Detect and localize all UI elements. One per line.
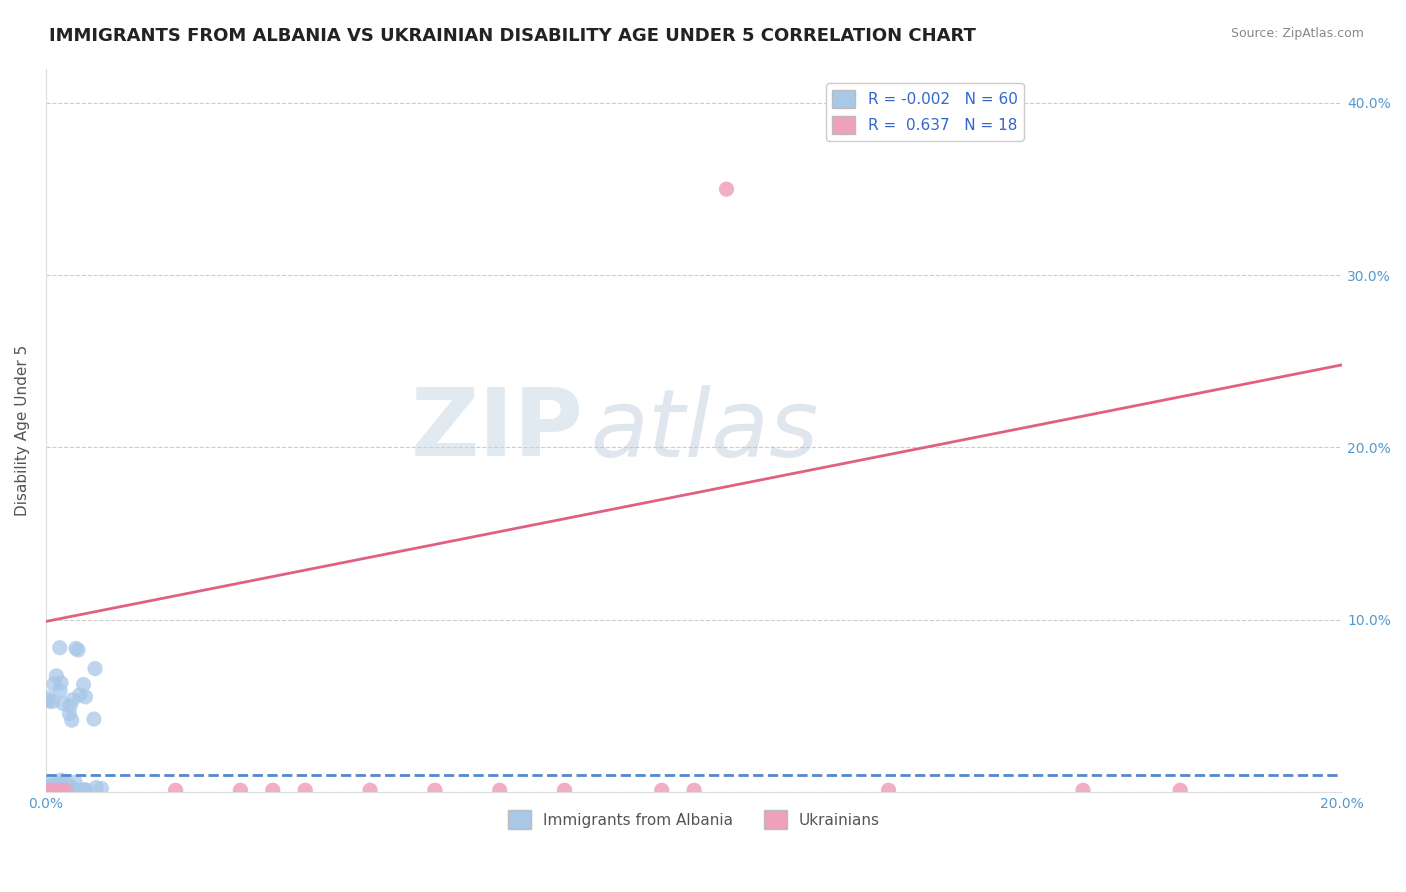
Point [59, 698, 82, 713]
Point [683, 783, 706, 797]
Point [45, 669, 67, 683]
Point [84, 662, 107, 676]
Point [55, 783, 77, 797]
Point [359, 783, 381, 797]
Point [58, 706, 80, 721]
Point [48, 782, 70, 797]
Point [38, 783, 60, 797]
Point [58, 781, 80, 796]
Point [488, 783, 510, 797]
Point [49, 779, 72, 793]
Point [62, 692, 84, 706]
Point [35, 780, 58, 795]
Point [49, 676, 72, 690]
Point [69, 783, 91, 797]
Point [66, 643, 89, 657]
Point [42, 778, 65, 792]
Point [52, 775, 75, 789]
Point [75, 690, 97, 704]
Point [53, 781, 76, 796]
Point [73, 783, 96, 797]
Point [35, 775, 58, 789]
Legend: Immigrants from Albania, Ukrainians: Immigrants from Albania, Ukrainians [502, 804, 886, 835]
Point [423, 783, 446, 797]
Point [651, 783, 673, 797]
Point [83, 712, 105, 726]
Text: atlas: atlas [591, 384, 818, 475]
Point [75, 782, 97, 797]
Point [70, 784, 93, 798]
Point [66, 784, 89, 798]
Point [41, 783, 63, 797]
Point [84, 780, 107, 795]
Point [553, 783, 575, 797]
Point [52, 781, 75, 796]
Point [53, 776, 76, 790]
Point [45, 783, 67, 797]
Point [55, 782, 77, 797]
Point [38, 784, 60, 798]
Point [90, 781, 112, 796]
Point [69, 688, 91, 702]
Point [52, 697, 75, 711]
Point [72, 677, 94, 691]
Point [56, 785, 79, 799]
Point [60, 784, 83, 798]
Text: ZIP: ZIP [411, 384, 583, 476]
Point [41, 694, 63, 708]
Point [60, 713, 83, 727]
Point [58, 779, 80, 793]
Point [65, 641, 87, 656]
Point [41, 778, 63, 792]
Point [63, 775, 86, 789]
Point [45, 781, 67, 796]
Text: Source: ZipAtlas.com: Source: ZipAtlas.com [1230, 27, 1364, 40]
Point [44, 784, 66, 798]
Point [1071, 783, 1094, 797]
Point [1168, 783, 1191, 797]
Y-axis label: Disability Age Under 5: Disability Age Under 5 [15, 344, 30, 516]
Point [294, 783, 316, 797]
Point [44, 779, 66, 793]
Point [48, 785, 70, 799]
Point [45, 782, 67, 797]
Point [42, 779, 65, 793]
Point [49, 780, 72, 795]
Point [44, 783, 66, 797]
Point [42, 677, 65, 691]
Point [46, 776, 69, 790]
Point [60, 781, 83, 796]
Point [44, 783, 66, 797]
Point [37, 691, 59, 706]
Point [262, 783, 284, 797]
Point [165, 783, 187, 797]
Point [60, 785, 83, 799]
Point [49, 773, 72, 788]
Text: IMMIGRANTS FROM ALBANIA VS UKRAINIAN DISABILITY AGE UNDER 5 CORRELATION CHART: IMMIGRANTS FROM ALBANIA VS UKRAINIAN DIS… [49, 27, 976, 45]
Point [38, 694, 60, 708]
Point [716, 182, 738, 196]
Point [39, 784, 62, 798]
Point [48, 640, 70, 655]
Point [49, 683, 72, 698]
Point [48, 783, 70, 797]
Point [41, 784, 63, 798]
Point [229, 783, 252, 797]
Point [877, 783, 900, 797]
